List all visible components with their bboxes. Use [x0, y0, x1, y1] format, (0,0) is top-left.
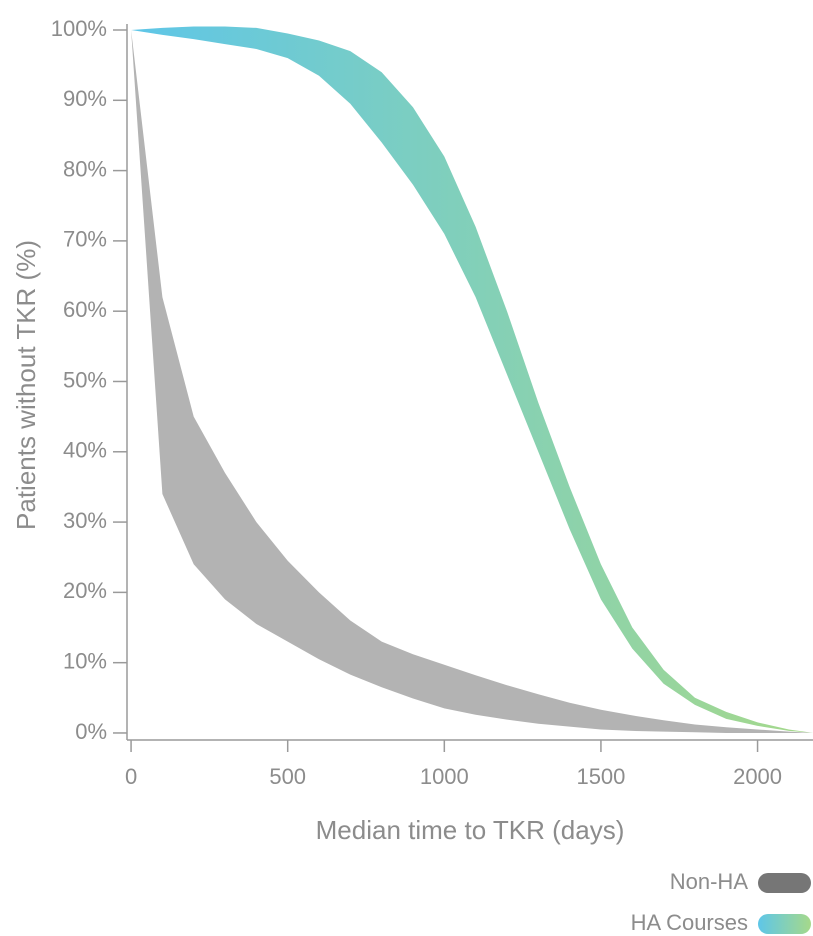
y-tick-label: 20% [63, 578, 107, 603]
band [131, 26, 813, 733]
y-tick-label: 50% [63, 367, 107, 392]
x-tick-label: 1000 [420, 764, 469, 789]
x-axis-title: Median time to TKR (days) [316, 815, 625, 845]
x-tick-label: 500 [269, 764, 306, 789]
y-tick-label: 90% [63, 86, 107, 111]
legend-label: Non-HA [670, 869, 749, 894]
y-tick-label: 10% [63, 648, 107, 673]
band [131, 30, 813, 733]
x-tick-label: 2000 [733, 764, 782, 789]
x-tick-label: 1500 [576, 764, 625, 789]
legend-label: HA Courses [631, 910, 748, 935]
y-tick-label: 30% [63, 508, 107, 533]
y-tick-label: 0% [75, 719, 107, 744]
y-tick-label: 60% [63, 297, 107, 322]
y-tick-label: 80% [63, 156, 107, 181]
legend-swatch [758, 873, 811, 893]
legend-swatch [758, 914, 811, 934]
y-tick-label: 70% [63, 227, 107, 252]
x-tick-label: 0 [125, 764, 137, 789]
y-tick-label: 40% [63, 438, 107, 463]
y-axis-title: Patients without TKR (%) [11, 240, 41, 530]
y-tick-label: 100% [51, 16, 107, 41]
